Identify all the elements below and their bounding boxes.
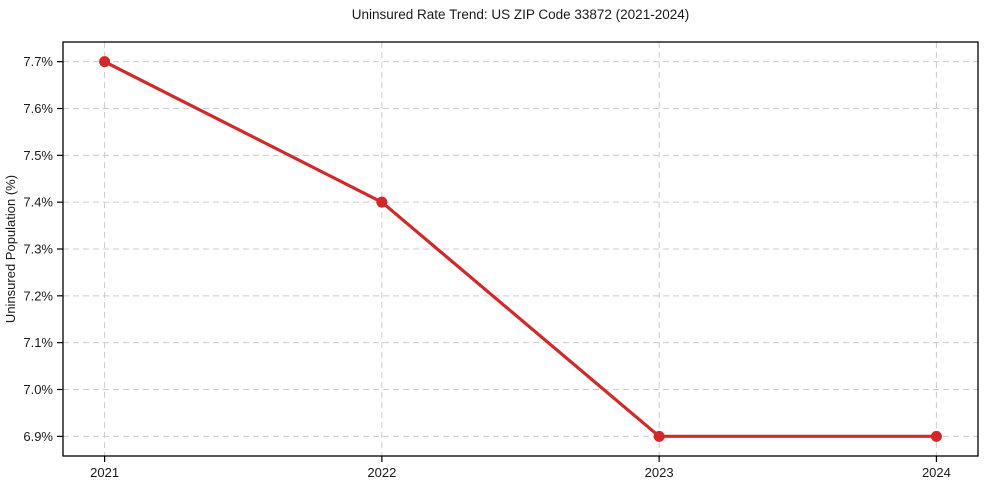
data-point: [99, 56, 111, 68]
chart-title: Uninsured Rate Trend: US ZIP Code 33872 …: [351, 7, 690, 22]
x-tick-label: 2023: [645, 465, 674, 480]
data-point: [653, 430, 665, 442]
x-tick-label: 2022: [367, 465, 396, 480]
x-tick-label: 2024: [922, 465, 951, 480]
y-tick-label: 7.4%: [23, 195, 53, 210]
plot-border: [62, 41, 979, 457]
x-tick-label: 2021: [90, 465, 119, 480]
y-tick-label: 7.2%: [23, 288, 53, 303]
y-axis-label: Uninsured Population (%): [3, 175, 18, 323]
y-tick-label: 7.0%: [23, 382, 53, 397]
trend-line: [102, 60, 939, 438]
y-tick-label: 7.7%: [23, 54, 53, 69]
y-tick-label: 6.9%: [23, 429, 53, 444]
y-tick-label: 7.6%: [23, 101, 53, 116]
data-point: [930, 430, 942, 442]
y-tick-label: 7.1%: [23, 335, 53, 350]
y-tick-label: 7.5%: [23, 148, 53, 163]
data-point: [376, 196, 388, 208]
y-tick-label: 7.3%: [23, 242, 53, 257]
